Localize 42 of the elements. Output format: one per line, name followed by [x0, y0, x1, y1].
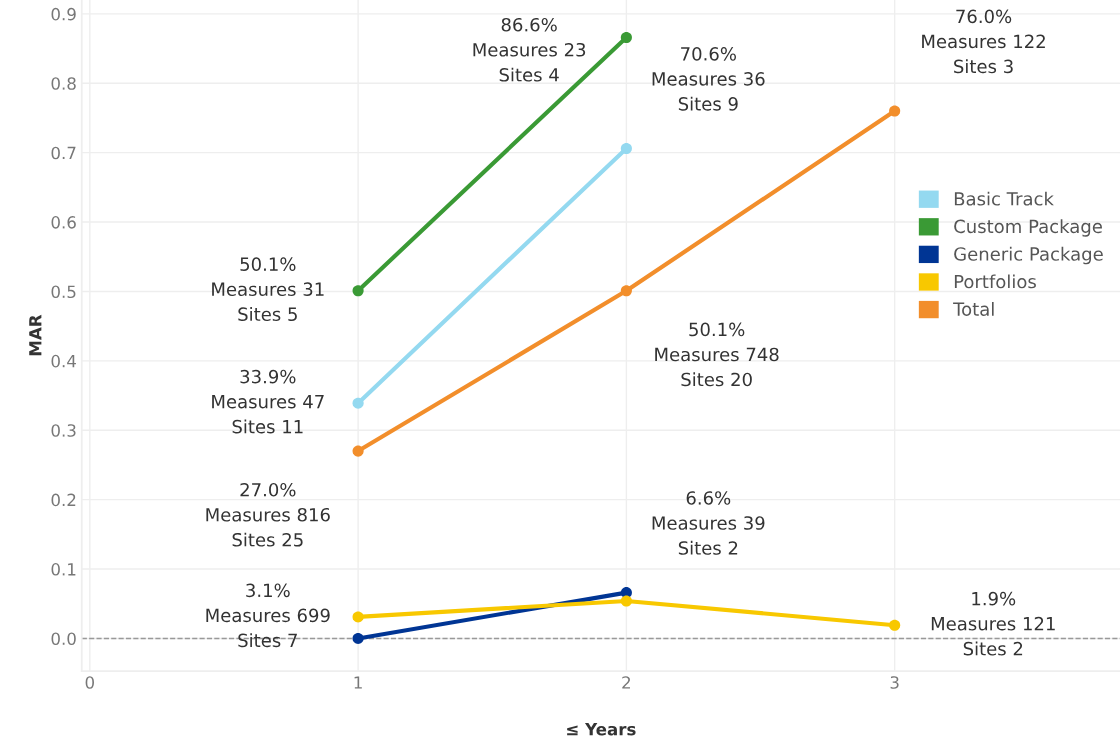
x-tick-label: 0 [85, 676, 94, 689]
legend-label: Total [953, 301, 994, 316]
annotation: 1.9% Measures 121 Sites 2 [931, 591, 1055, 656]
point [352, 632, 364, 644]
y-tick-label: 0.7 [51, 146, 76, 160]
y-tick-label: 0.6 [51, 216, 76, 229]
annotation: 50.1% Measures 748 Sites 20 [655, 322, 779, 387]
point [889, 105, 901, 117]
point [889, 619, 901, 631]
x-axis-title: ≤ Years [567, 723, 636, 736]
y-tick-label: 0.3 [51, 424, 76, 437]
legend-label: Custom Package [954, 219, 1102, 237]
point [352, 285, 364, 297]
point [352, 397, 364, 409]
point [352, 445, 364, 457]
annotation: 27.0% Measures 816 Sites 25 [206, 482, 330, 547]
x-tick-label: 2 [622, 676, 630, 689]
y-tick-label: 0.4 [51, 354, 76, 368]
annotation: 76.0% Measures 122 Sites 3 [922, 9, 1045, 74]
y-tick-label: 0.1 [51, 563, 76, 576]
x-tick-label: 3 [890, 676, 899, 689]
point [620, 142, 632, 155]
y-tick-label: 0.9 [51, 7, 76, 21]
x-tick-label: 1 [354, 676, 362, 689]
annotation: 50.1% Measures 31 Sites 5 [212, 257, 324, 322]
legend-label: Portfolios [954, 274, 1036, 289]
y-tick-label: 0.2 [51, 493, 76, 507]
annotation: 3.1% Measures 699 Sites 7 [206, 583, 330, 648]
annotation: 86.6% Measures 23 Sites 4 [473, 17, 586, 82]
annotation: 70.6% Measures 36 Sites 9 [652, 47, 765, 111]
point [620, 595, 632, 607]
y-tick-label: 0.5 [51, 285, 76, 299]
y-tick-label: 0.0 [51, 632, 76, 646]
y-tick-label: 0.8 [51, 77, 76, 90]
point [620, 31, 632, 44]
y-axis-title: MAR [29, 314, 42, 356]
annotation: 33.9% Measures 47 Sites 11 [212, 369, 324, 434]
legend-label: Basic Track [954, 191, 1054, 206]
legend-label: Generic Package [954, 246, 1103, 265]
annotation: 6.6% Measures 39 Sites 2 [652, 491, 765, 555]
point [352, 611, 364, 623]
point [620, 285, 632, 297]
